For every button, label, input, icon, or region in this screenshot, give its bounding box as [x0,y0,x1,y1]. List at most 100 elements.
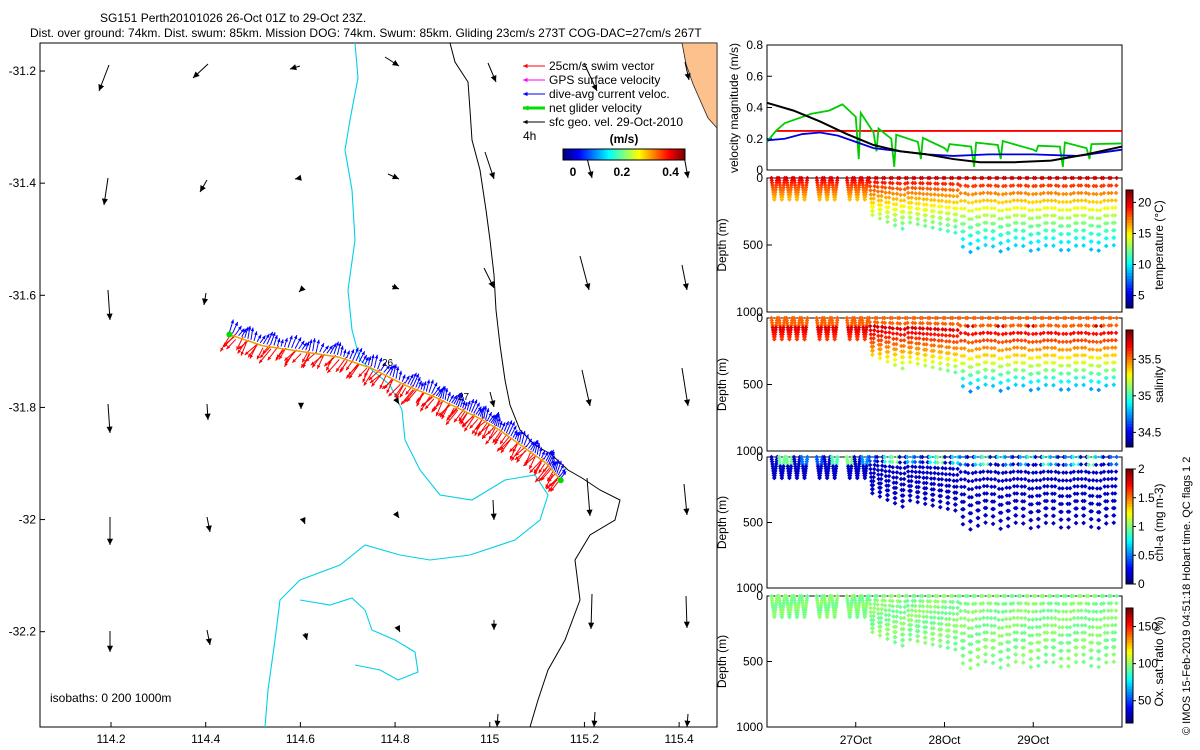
time-tick-label: 27Oct [840,733,873,747]
map-y-tick-label: -31.8 [9,400,37,414]
colorbar-segment [1126,330,1133,334]
geo-velocity-arrow-head [193,71,200,78]
swim-vector-arrow [363,371,374,386]
swim-vector-arrow-head [499,446,504,450]
swim-vector-arrow [477,422,488,437]
swim-vector-arrow-head [249,354,254,359]
swim-vector-arrow [533,462,542,476]
swim-vector-arrow-head [262,349,267,354]
current-vector-arrow [273,334,278,346]
colorbar-segment [1126,204,1133,209]
colorbar-segment [1126,492,1133,496]
colorbar-segment [1126,359,1133,363]
swim-vector-arrow-head [327,369,331,373]
map-x-tick-label: 115 [480,732,499,746]
velocity-y-tick-label: 0.4 [746,101,763,115]
swim-vector-arrow [458,411,466,422]
swim-vector-arrow-head [405,390,410,395]
geo-velocity-arrow-head [106,313,113,320]
swim-vector-arrow [496,436,510,452]
geo-velocity-arrow-head [591,84,598,91]
current-vector-arrow [228,319,234,333]
current-vector-arrow [256,334,262,343]
colorbar-segment [1126,266,1133,271]
colorbar-segment [1126,278,1133,282]
swim-vector-arrow-head [406,397,411,402]
colorbar-segment [1126,543,1133,548]
swim-vector-arrow [524,453,535,465]
colorbar-segment [1126,411,1133,416]
colorbar-tick-label: 0.4 [662,165,679,179]
track-start-marker [226,331,233,338]
swim-vector-arrow [326,359,340,374]
geo-velocity-arrow [298,285,306,293]
swim-vector-arrow-head [451,410,455,415]
geo-velocity-arrow-head [490,75,497,82]
map-x-tick-label: 114.6 [286,732,315,746]
colorbar-segment [1126,688,1133,692]
colorbar-segment [1126,234,1133,238]
swim-vector-arrow [424,398,435,410]
geo-velocity-arrow [681,264,689,291]
colorbar-segment [1126,668,1133,672]
swim-vector-arrow-head [538,469,543,474]
colorbar-segment [1126,697,1133,701]
swim-vector-arrow-head [497,447,501,452]
geo-velocity-arrow [384,56,400,67]
swim-vector-arrow [340,361,348,372]
swim-vector-arrow-head [256,355,261,360]
colorbar-segment [1126,494,1133,499]
colorbar-segment [1126,569,1133,573]
swim-vector-arrow [237,339,250,350]
colorbar-label: chl-a (mg m-3) [1152,483,1166,561]
colorbar-tick-label: 34.5 [1138,425,1162,439]
colorbar-segment [1126,192,1133,197]
geo-velocity-arrow [106,403,113,434]
geo-velocity-arrow-head [200,185,206,192]
swim-vector-arrow-head [312,363,316,368]
colorbar-segment [1126,251,1133,256]
swim-vector-arrow-head [276,354,281,359]
colorbar-segment [1126,438,1133,442]
swim-vector-arrow-head [534,471,538,476]
swim-vector-arrow [534,466,548,483]
colorbar-segment [1126,190,1133,194]
swim-vector-arrow-head [305,357,310,362]
swim-vector-arrow [371,374,382,387]
swim-vector-arrow-head [441,415,445,420]
geo-velocity-arrow [392,511,400,519]
swim-vector-arrow-head [547,477,551,482]
swim-vector-arrow-head [529,469,534,473]
swim-vector-arrow-head [435,412,440,417]
colorbar-segment [1126,566,1133,571]
map-y-tick-label: -32.2 [9,625,37,639]
colorbar-segment [1126,497,1133,502]
geo-velocity-arrow-head [392,511,399,518]
colorbar-tick-label: 35.5 [1138,352,1162,366]
current-vector-arrow [287,335,293,348]
velocity-y-tick-label: 0.6 [746,69,763,83]
colorbar-segment [1126,578,1133,582]
swim-vector-arrow-head [485,440,490,445]
colorbar-segment [1126,263,1133,268]
colorbar-segment [1126,269,1133,274]
geo-velocity-arrow-head [106,645,114,652]
colorbar-tick-label: 20 [1138,195,1152,209]
swim-vector-arrow [432,400,445,410]
swim-vector-arrow-head [240,351,245,356]
colorbar-segment [1126,290,1133,294]
colorbar-segment [1126,362,1133,366]
swim-vector-arrow [291,353,302,364]
geo-velocity-arrow [106,289,113,321]
swim-vector-arrow-head [509,455,514,460]
colorbar-segment [1126,417,1133,422]
map-x-tick-label: 114.8 [380,732,409,746]
geo-velocity-arrow-head [587,171,594,178]
colorbar-segment [1126,423,1133,428]
colorbar-segment [1126,376,1133,381]
swim-vector-arrow-head [495,438,499,443]
swim-vector-arrow [249,343,258,359]
swim-vector-arrow [545,479,558,490]
